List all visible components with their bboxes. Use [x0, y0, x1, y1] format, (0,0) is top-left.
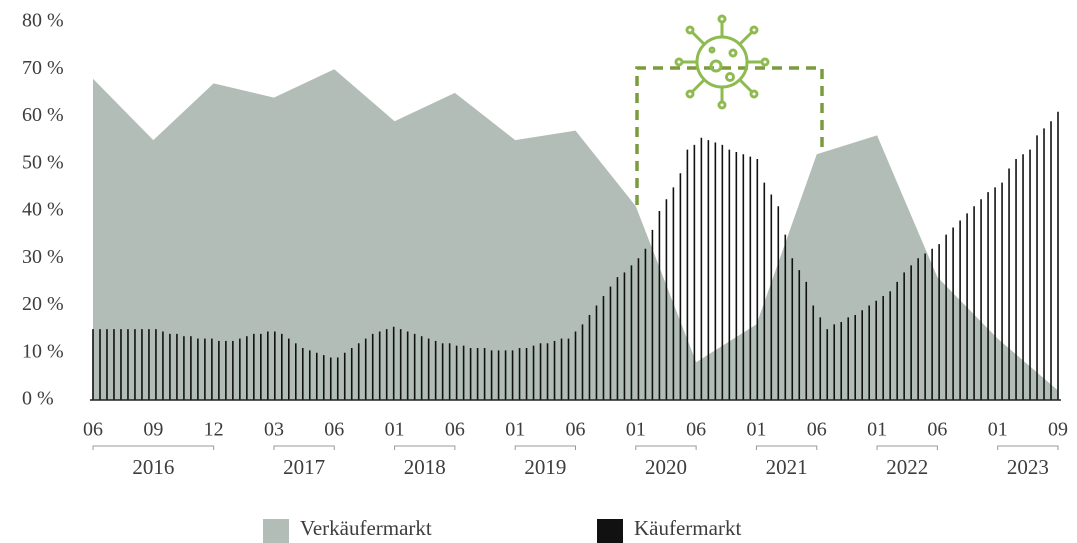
year-bracket — [394, 445, 456, 450]
year-bracket — [997, 445, 1059, 450]
area — [93, 69, 1058, 400]
x-tick-label: 06 — [686, 419, 706, 441]
y-tick-label: 20 % — [22, 293, 64, 315]
year-label: 2020 — [645, 455, 687, 479]
y-tick-label: 30 % — [22, 246, 64, 268]
year-label: 2019 — [524, 455, 566, 479]
x-tick-label: 01 — [385, 419, 405, 441]
x-tick-label: 09 — [1048, 419, 1068, 441]
year-label: 2016 — [132, 455, 174, 479]
legend-swatch — [263, 519, 289, 543]
year-bracket — [92, 445, 215, 450]
x-tick-label: 12 — [204, 419, 224, 441]
x-tick-label: 09 — [143, 419, 163, 441]
year-bracket — [755, 445, 818, 450]
year-label: 2021 — [766, 455, 808, 479]
legend: Verkäufermarkt Käufermarkt — [263, 516, 741, 543]
x-tick-label: 06 — [324, 419, 344, 441]
x-tick-label: 01 — [505, 419, 525, 441]
y-tick-label: 10 % — [22, 340, 64, 362]
year-bracket — [876, 445, 938, 450]
year-label: 2023 — [1007, 455, 1049, 479]
x-tick-label: 01 — [988, 419, 1008, 441]
y-tick-label: 0 % — [22, 388, 54, 410]
y-tick-label: 50 % — [22, 151, 64, 173]
x-tick-label: 01 — [626, 419, 646, 441]
y-tick-label: 40 % — [22, 199, 64, 221]
legend-label: Verkäufermarkt — [300, 516, 432, 540]
year-bracket — [514, 445, 576, 450]
x-tick-label: 06 — [927, 419, 947, 441]
plot-area — [90, 69, 1061, 401]
x-tick-label: 01 — [867, 419, 887, 441]
x-tick-label: 06 — [566, 419, 586, 441]
year-label: 2017 — [283, 455, 325, 479]
year-label: 2018 — [404, 455, 446, 479]
x-tick-label: 06 — [445, 419, 465, 441]
pandemic-frame — [635, 66, 824, 205]
year-bracket — [273, 445, 335, 450]
legend-swatch — [597, 519, 623, 543]
y-tick-label: 60 % — [22, 104, 64, 126]
x-tick-label: 03 — [264, 419, 284, 441]
virus-icon — [674, 14, 770, 110]
x-tick-label: 06 — [807, 419, 827, 441]
x-tick-label: 06 — [83, 419, 103, 441]
x-tick-label: 01 — [746, 419, 766, 441]
year-bracket — [635, 445, 697, 450]
y-tick-label: 80 % — [22, 10, 64, 32]
y-tick-label: 70 % — [22, 57, 64, 79]
year-label: 2022 — [886, 455, 928, 479]
legend-label: Käufermarkt — [634, 516, 741, 540]
